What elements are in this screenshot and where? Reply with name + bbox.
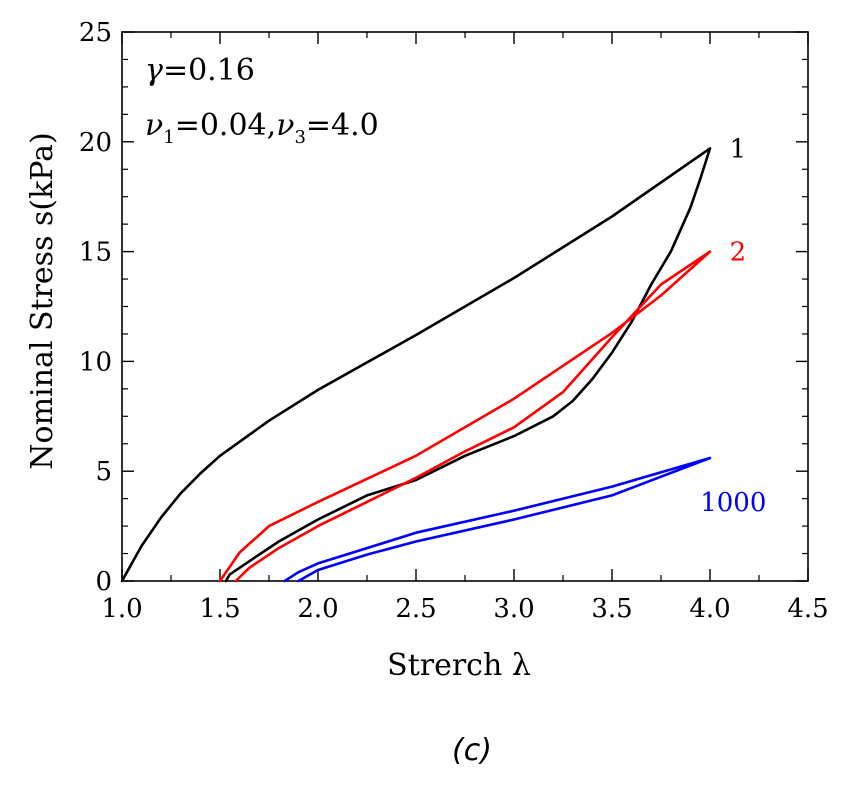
gamma-symbol: γ — [145, 53, 163, 88]
series-line-1000 — [283, 456, 712, 583]
axes: 1.0 1.5 2.0 2.5 3.0 3.5 4.0 4.5 0 5 10 15 20 25 — [79, 18, 829, 624]
series-lines — [120, 147, 712, 583]
x-tick-label: 1.5 — [199, 594, 240, 624]
parameter-annotations: γ=0.16 ν1=0.04,ν3=4.0 — [145, 53, 379, 148]
nu1-subscript: 1 — [163, 127, 174, 148]
y-tick-label: 15 — [79, 238, 112, 268]
nu1-symbol: ν — [145, 108, 163, 143]
gamma-value: =0.16 — [163, 53, 255, 88]
x-tick-label: 3.0 — [493, 594, 534, 624]
y-axis-label: Nominal Stress s(kPa) — [25, 132, 60, 469]
y-tick-label: 5 — [95, 457, 112, 487]
x-tick-label: 4.0 — [689, 594, 730, 624]
x-tick-label: 2.0 — [297, 594, 338, 624]
series-label-2: 2 — [730, 238, 747, 268]
series-label-1: 1 — [730, 134, 747, 164]
y-tick-label: 10 — [79, 347, 112, 377]
y-tick-label: 25 — [79, 18, 112, 48]
nu3-symbol: ν — [276, 108, 294, 143]
x-tick-label: 2.5 — [395, 594, 436, 624]
x-tick-label: 3.5 — [591, 594, 632, 624]
series-labels: 1 2 1000 — [700, 134, 766, 518]
series-line-1 — [120, 147, 712, 583]
x-tick-label: 1.0 — [101, 594, 142, 624]
series-label-1000: 1000 — [700, 488, 766, 518]
nu1-value: =0.04, — [175, 108, 276, 143]
series-line-2 — [218, 250, 712, 583]
svg-text:γ=0.16: γ=0.16 — [145, 53, 255, 88]
figure-caption: (c) — [452, 733, 492, 768]
x-axis-label: Strerch λ — [387, 648, 531, 683]
y-tick-label: 20 — [79, 128, 112, 158]
nu3-subscript: 3 — [294, 127, 305, 148]
nu3-value: =4.0 — [306, 108, 379, 143]
x-tick-label: 4.5 — [787, 594, 828, 624]
svg-text:ν1=0.04,ν3=4.0: ν1=0.04,ν3=4.0 — [145, 108, 379, 148]
y-tick-label: 0 — [95, 567, 112, 597]
